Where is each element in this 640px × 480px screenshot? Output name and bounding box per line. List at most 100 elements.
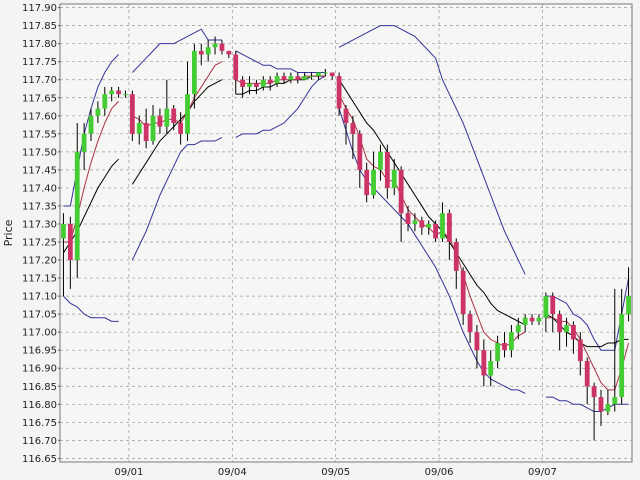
y-tick-label: 117.90 bbox=[22, 3, 57, 14]
candle-body bbox=[384, 151, 390, 188]
candle-body bbox=[198, 50, 204, 55]
candle-body bbox=[74, 151, 80, 261]
candle-body bbox=[364, 169, 370, 196]
indicator-line bbox=[63, 75, 629, 413]
x-tick-label: 09/04 bbox=[218, 467, 247, 478]
candle-body bbox=[109, 90, 115, 95]
y-tick-label: 117.15 bbox=[22, 274, 57, 285]
x-tick-label: 09/07 bbox=[528, 467, 557, 478]
candle-body bbox=[571, 324, 576, 340]
plot-area bbox=[59, 3, 633, 463]
candle-body bbox=[164, 108, 170, 127]
candle-body bbox=[564, 324, 569, 333]
candle-body bbox=[474, 332, 480, 351]
candle-body bbox=[343, 108, 349, 124]
candle-body bbox=[398, 169, 404, 214]
candle-body bbox=[67, 223, 73, 261]
candle-body bbox=[460, 270, 466, 315]
candle-body bbox=[247, 83, 252, 87]
candle-body bbox=[81, 133, 87, 152]
candle-body bbox=[584, 361, 590, 387]
candle-body bbox=[336, 76, 342, 109]
y-tick-label: 117.20 bbox=[22, 256, 57, 267]
candle-body bbox=[178, 123, 184, 134]
candle-body bbox=[309, 76, 314, 78]
candle-body bbox=[260, 79, 266, 87]
candle-body bbox=[529, 317, 535, 322]
candle-body bbox=[612, 397, 618, 405]
candle-body bbox=[371, 169, 376, 196]
candle-body bbox=[240, 79, 246, 87]
candle-body bbox=[267, 79, 273, 84]
candle-body bbox=[295, 76, 301, 80]
candle-body bbox=[288, 76, 294, 80]
y-tick-label: 117.55 bbox=[22, 129, 57, 140]
y-tick-label: 116.85 bbox=[22, 382, 57, 393]
candle-body bbox=[522, 317, 528, 325]
y-tick-label: 117.65 bbox=[22, 93, 57, 104]
candle-body bbox=[591, 386, 597, 398]
candle-body bbox=[453, 242, 459, 271]
y-tick-label: 117.10 bbox=[22, 292, 57, 303]
candle-body bbox=[550, 296, 556, 315]
candle-body bbox=[515, 324, 521, 333]
candle-body bbox=[316, 72, 321, 77]
y-tick-label: 117.40 bbox=[22, 183, 57, 194]
candle-body bbox=[88, 115, 94, 134]
candle-body bbox=[577, 339, 583, 362]
candle-body bbox=[412, 220, 418, 224]
y-tick-label: 117.00 bbox=[22, 328, 57, 339]
y-tick-label: 117.80 bbox=[22, 39, 57, 50]
candle-body bbox=[357, 133, 363, 170]
y-tick-label: 117.85 bbox=[22, 21, 57, 32]
y-tick-label: 117.30 bbox=[22, 219, 57, 230]
y-tick-label: 117.70 bbox=[22, 75, 57, 86]
candle-body bbox=[488, 361, 494, 376]
candle-body bbox=[281, 76, 287, 80]
candle-body bbox=[433, 223, 438, 239]
y-tick-label: 116.90 bbox=[22, 364, 57, 375]
candle-body bbox=[557, 314, 563, 333]
y-tick-label: 117.35 bbox=[22, 201, 57, 212]
y-tick-label: 116.95 bbox=[22, 346, 57, 357]
candle-body bbox=[467, 314, 473, 333]
candle-body bbox=[171, 108, 177, 124]
y-tick-label: 117.50 bbox=[22, 147, 57, 158]
candle-body bbox=[391, 169, 397, 188]
candle-body bbox=[219, 43, 225, 51]
candle-body bbox=[150, 115, 156, 142]
candle-body bbox=[226, 50, 232, 55]
y-axis-label: Price bbox=[2, 219, 15, 246]
candle-body bbox=[205, 47, 211, 55]
y-tick-label: 116.80 bbox=[22, 400, 57, 411]
candle-body bbox=[102, 94, 108, 109]
candle-body bbox=[61, 223, 66, 239]
candle-body bbox=[426, 223, 432, 228]
x-tick-label: 09/01 bbox=[115, 467, 144, 478]
candle-body bbox=[129, 94, 135, 134]
candle-body bbox=[495, 342, 501, 362]
candle-body bbox=[619, 314, 625, 398]
candle-body bbox=[212, 43, 218, 48]
candle-body bbox=[123, 94, 128, 96]
candle-body bbox=[116, 90, 121, 95]
candle-body bbox=[233, 54, 239, 80]
candle-body bbox=[95, 108, 101, 116]
candle-body bbox=[543, 296, 549, 318]
y-tick-label: 117.45 bbox=[22, 165, 57, 176]
candle-body bbox=[405, 213, 411, 224]
indicator-line bbox=[63, 75, 629, 348]
candle-body bbox=[143, 123, 149, 142]
indicator-line bbox=[63, 61, 630, 391]
y-tick-label: 116.65 bbox=[22, 454, 57, 465]
candle-body bbox=[136, 123, 142, 134]
candle-body bbox=[508, 332, 514, 351]
candle-body bbox=[185, 94, 190, 134]
candle-body bbox=[322, 72, 328, 74]
candle-body bbox=[598, 397, 604, 412]
candle-body bbox=[378, 151, 383, 170]
candle-body bbox=[626, 296, 631, 315]
candle-body bbox=[254, 83, 259, 87]
candle-body bbox=[536, 317, 542, 322]
